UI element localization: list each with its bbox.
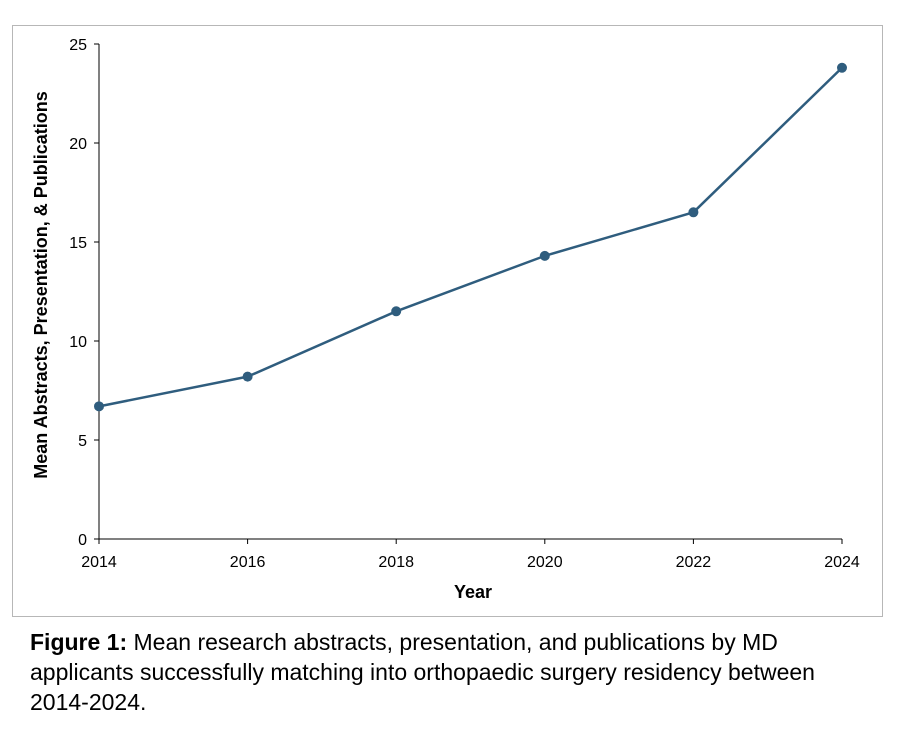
figure-caption: Figure 1: Mean research abstracts, prese… [30, 627, 880, 717]
y-axis-ticks: 0 5 10 15 20 25 [69, 37, 99, 549]
x-axis-ticks: 2014 2016 2018 2020 2022 2024 [81, 539, 860, 571]
caption-label: Figure 1: [30, 629, 128, 655]
data-point [242, 371, 253, 382]
y-tick-label: 10 [69, 334, 87, 351]
data-point [94, 401, 104, 412]
line-chart: 0 5 10 15 20 25 2014 2016 2018 2020 2022 2024 Year… [31, 37, 860, 602]
x-tick-label: 2018 [378, 554, 414, 571]
data-point [837, 62, 847, 73]
y-tick-label: 15 [69, 235, 87, 252]
y-tick-label: 20 [69, 136, 87, 153]
chart-frame [12, 25, 883, 617]
x-tick-label: 2024 [824, 554, 860, 571]
data-point [391, 306, 402, 317]
x-tick-label: 2014 [81, 554, 117, 571]
y-axis-title: Mean Abstracts, Presentation, & Publicat… [31, 91, 51, 478]
data-point [539, 250, 550, 261]
x-tick-label: 2020 [527, 554, 563, 571]
y-tick-label: 0 [78, 532, 87, 549]
series-line [98, 66, 843, 408]
y-tick-label: 25 [69, 37, 87, 54]
x-tick-label: 2016 [230, 554, 266, 571]
data-point [688, 207, 699, 218]
series-layer [94, 62, 847, 412]
x-tick-label: 2022 [676, 554, 712, 571]
x-axis-title: Year [454, 582, 492, 602]
y-tick-label: 5 [78, 433, 87, 450]
caption-text: Mean research abstracts, presentation, a… [30, 629, 815, 715]
